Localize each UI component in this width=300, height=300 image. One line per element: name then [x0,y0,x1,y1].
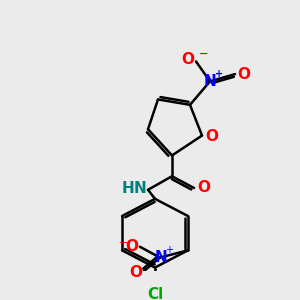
Text: +: + [165,245,173,255]
Text: N: N [154,250,167,265]
Text: N: N [133,182,146,196]
Text: −: − [118,238,128,248]
Text: O: O [182,52,194,67]
Text: N: N [204,74,216,89]
Text: Cl: Cl [147,287,163,300]
Text: H: H [121,182,134,196]
Text: O: O [129,265,142,280]
Text: +: + [215,69,223,79]
Text: −: − [199,49,208,59]
Text: O: O [197,181,210,196]
Text: O: O [125,239,138,254]
Text: O: O [205,129,218,144]
Text: O: O [237,67,250,82]
